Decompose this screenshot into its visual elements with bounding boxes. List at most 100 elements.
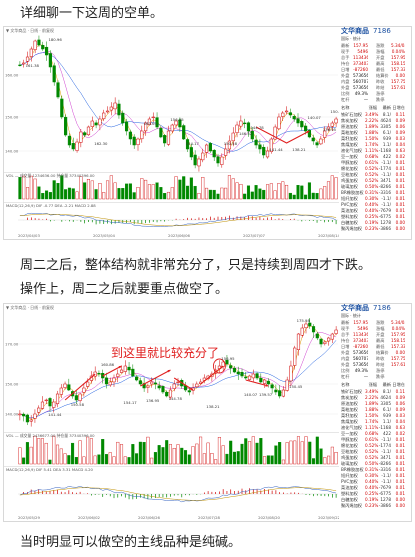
date-label: 2023/07/07 xyxy=(243,233,265,238)
group-row[interactable]: 原油加权 1.89% 3305 0.06 xyxy=(341,124,409,130)
group-row[interactable]: PVC加权 0.40% -1.1/0.01 xyxy=(341,202,409,208)
quote-field-label: 涨停 xyxy=(376,91,385,96)
group-row[interactable]: 豆一加权 0.68% 422 0.02 xyxy=(341,154,409,160)
volume-bar xyxy=(67,187,71,200)
quote-field-label: 总手 xyxy=(341,332,350,337)
annotation-text: 到这里就比较充分了 xyxy=(111,346,220,360)
group-row[interactable]: 棉花加权 0.52% -1774 0.01 xyxy=(341,166,409,172)
group-pct: 0.52% xyxy=(365,172,379,177)
volume-bar xyxy=(235,182,239,200)
quote-field-value: 37340396 xyxy=(353,338,368,343)
group-header-cell: 日增仓 xyxy=(392,105,405,110)
candle-body xyxy=(220,156,224,165)
volume-bar xyxy=(128,183,132,200)
group-chg: 0.01 xyxy=(395,461,405,466)
group-row[interactable]: 鸡蛋加权 0.52% 3471 0.01 xyxy=(341,178,409,184)
group-name: 焦炭加权 xyxy=(341,118,358,123)
quote-field-value: 5736561 xyxy=(353,362,368,367)
candle-body xyxy=(265,150,270,158)
group-row[interactable]: 焦炭加权 2.22% 4624 0.09 xyxy=(341,118,409,124)
volume-bar xyxy=(117,188,121,200)
group-row[interactable]: 菜油加权 0.40% -7679 0.01 xyxy=(341,208,409,214)
group-chg: 0.01 xyxy=(395,455,405,460)
group-row[interactable]: 短纤加权 0.30% -1.1/0.01 xyxy=(341,196,409,202)
group-row[interactable]: 菜籽加权 1.50% 939 0.03 xyxy=(341,136,409,142)
group-chg: 0.01 xyxy=(395,467,405,472)
divider xyxy=(4,172,340,173)
spacer xyxy=(368,374,376,380)
volume-bar xyxy=(136,186,140,200)
paragraph-operation: 操作上，周二之后就要重点做空了。 xyxy=(20,282,229,297)
volume-bar xyxy=(327,455,331,465)
group-name: 塑料加权 xyxy=(341,214,358,219)
group-row[interactable]: 短纤加权 0.30% -1.1/0.01 xyxy=(341,473,409,479)
group-row[interactable]: 焦煤加权 1.74% 1.1/0.04 xyxy=(341,142,409,148)
volume-bar xyxy=(193,185,197,200)
group-chg: 0.01 xyxy=(395,190,405,195)
group-row[interactable]: 甲醇加权 0.61% -1.1/0.01 xyxy=(341,437,409,443)
price-label: 156.95 xyxy=(221,356,235,361)
group-row[interactable]: 白糖加权 0.19% 1278 0.00 xyxy=(341,220,409,226)
candle-body xyxy=(327,337,331,342)
volume-bar xyxy=(44,442,48,465)
volume-bar xyxy=(116,441,120,465)
group-row[interactable]: 聚丙烯加权 0.23% -3866 0.00 xyxy=(341,503,409,509)
group-row[interactable]: PVC加权 0.40% -1.1/0.01 xyxy=(341,479,409,485)
group-name: 棉花加权 xyxy=(341,166,358,171)
group-pct: 0.31% xyxy=(365,467,379,472)
kline-pane[interactable]: ▼ 文华商品 · 日线 · 前复权 160.00 150.00 140.00 180.… xyxy=(4,27,341,239)
group-row[interactable]: 豆粕加权 0.52% -1.1/0.01 xyxy=(341,449,409,455)
group-pct: 0.61% xyxy=(365,437,379,442)
group-row[interactable]: 菜油加权 0.40% -7679 0.01 xyxy=(341,485,409,491)
group-row[interactable]: 玻璃加权 0.50% -8266 0.01 xyxy=(341,184,409,190)
candle-body xyxy=(334,118,338,124)
volume-legend: VOL — 成交量 1234636.00 持仓量 37340396.00 xyxy=(6,173,95,178)
group-row[interactable]: 液化气加权 1.11% -1168 0.63 xyxy=(341,148,409,154)
group-row[interactable]: 焦煤加权 1.74% 1.1/0.04 xyxy=(341,419,409,425)
group-row[interactable]: 豆一加权 0.68% 422 0.02 xyxy=(341,431,409,437)
volume-bar xyxy=(187,454,191,465)
group-row[interactable]: 棉花加权 0.52% -1774 0.01 xyxy=(341,443,409,449)
group-name: 菜粕加权 xyxy=(341,130,358,135)
candle-body xyxy=(82,387,86,393)
group-row[interactable]: 聚丙烯加权 0.23% -3866 0.00 xyxy=(341,226,409,232)
group-row[interactable]: 液化气加权 1.11% -1168 0.63 xyxy=(341,425,409,431)
candle-body xyxy=(270,384,274,389)
group-row[interactable]: 玻璃加权 0.50% -8266 0.01 xyxy=(341,461,409,467)
candle-body xyxy=(224,148,228,156)
trend-line xyxy=(64,373,96,401)
group-row[interactable]: 铁矿石加权 3.49% 8.1/0.11 xyxy=(341,112,409,118)
volume-bar xyxy=(197,193,201,200)
volume-legend: VOL — 成交量 2436677.00 持仓量 37340396.00 xyxy=(6,433,95,438)
volume-bar xyxy=(25,187,30,200)
kline-pane[interactable]: ▼ 文华商品 · 日线 · 前复权 170.00 150.00 140.00 160.… xyxy=(4,304,341,521)
price-label: 136.95 xyxy=(323,127,337,132)
group-row[interactable]: 豆粕加权 0.52% -1.1/0.01 xyxy=(341,172,409,178)
kline-chart-1[interactable]: 160.00 150.00 140.00 180.96 161.38 162.30 163.… xyxy=(4,27,341,239)
macd-dea-line xyxy=(19,487,337,501)
group-row[interactable]: 铁矿石加权 3.49% 8.1/0.11 xyxy=(341,389,409,395)
quote-field-label: 涨幅 xyxy=(376,49,385,54)
group-row[interactable]: BR橡胶加权 0.31% -3316 0.01 xyxy=(341,190,409,196)
group-row[interactable]: 菜粕加权 1.88% 6.1/0.09 xyxy=(341,130,409,136)
group-row[interactable]: 塑料加权 0.25% -6775 0.01 xyxy=(341,214,409,220)
group-row[interactable]: 甲醇加权 0.61% -1.1/0.01 xyxy=(341,160,409,166)
candle-body xyxy=(277,116,281,130)
group-pct: 3.49% xyxy=(365,389,379,394)
group-row[interactable]: 焦炭加权 2.22% 4624 0.09 xyxy=(341,395,409,401)
group-row[interactable]: 菜籽加权 1.50% 939 0.03 xyxy=(341,413,409,419)
quote-row: 总手11343636 开盘 157.95 xyxy=(341,55,409,61)
group-row[interactable]: 菜粕加权 1.88% 6.1/0.09 xyxy=(341,407,409,413)
group-row[interactable]: BR橡胶加权 0.31% -3316 0.01 xyxy=(341,467,409,473)
candle-body xyxy=(216,156,220,164)
group-row[interactable]: 白糖加权 0.19% 1278 0.00 xyxy=(341,497,409,503)
volume-bar xyxy=(277,183,281,200)
group-row[interactable]: 塑料加权 0.25% -6775 0.01 xyxy=(341,491,409,497)
candle-body xyxy=(281,112,285,117)
volume-bar xyxy=(63,453,67,465)
group-chg: 0.01 xyxy=(395,202,405,207)
group-row[interactable]: 原油加权 1.89% 3305 0.06 xyxy=(341,401,409,407)
quote-field-value: 5.34/0.22% xyxy=(391,320,405,325)
group-row[interactable]: 鸡蛋加权 0.52% 3471 0.01 xyxy=(341,455,409,461)
kline-chart-2[interactable]: 170.00 150.00 140.00 160.86 156.95 154.17 150.… xyxy=(4,304,341,521)
